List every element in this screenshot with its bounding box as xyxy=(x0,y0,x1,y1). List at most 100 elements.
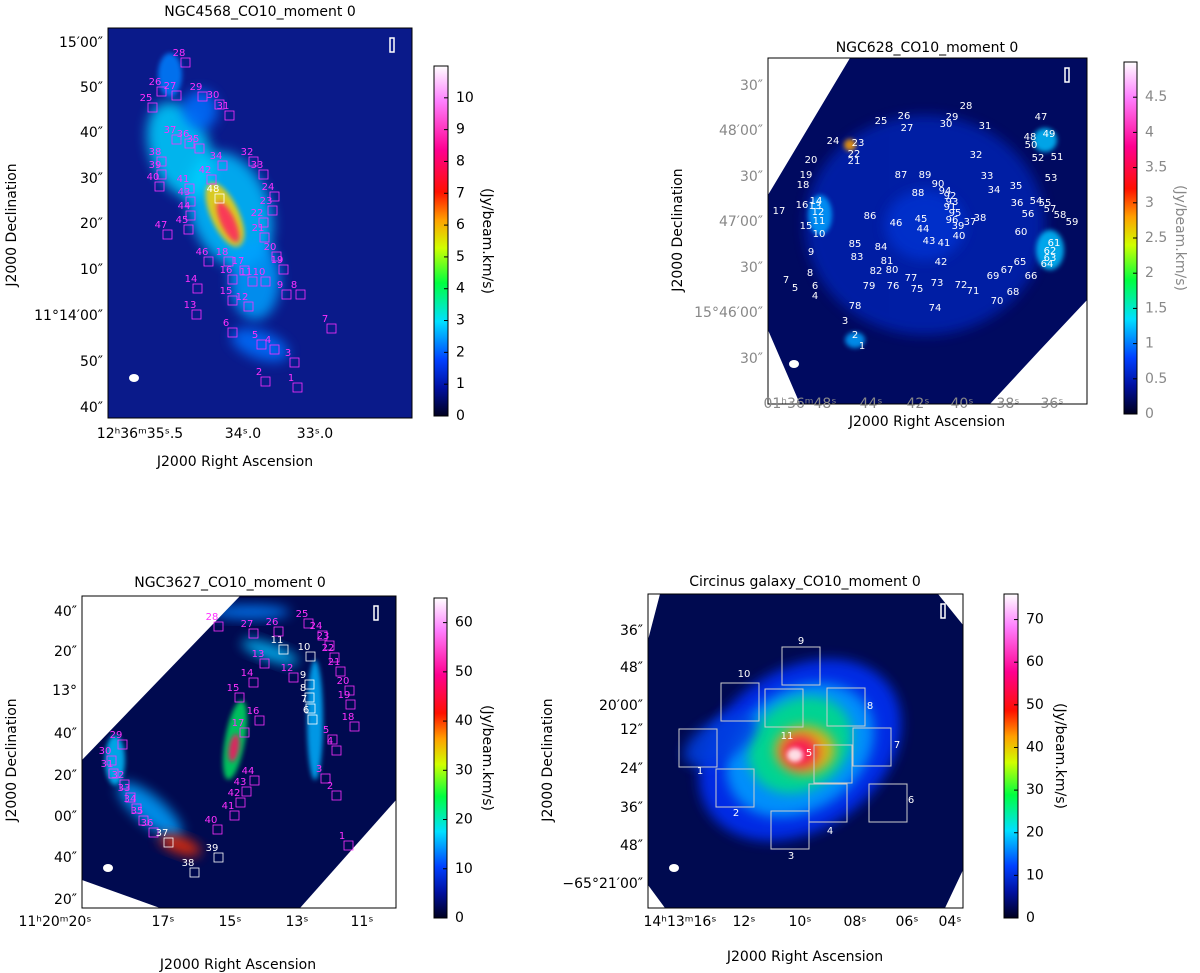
region-box xyxy=(327,734,338,745)
colorbar-tick-label: 7 xyxy=(456,185,465,201)
region-label: 60 xyxy=(1015,227,1028,238)
region-label: 95 xyxy=(949,208,962,219)
region-label: 63 xyxy=(1044,253,1057,264)
region-label: 46 xyxy=(196,247,209,258)
region-label: 27 xyxy=(241,619,254,630)
region-label: 24 xyxy=(310,621,323,632)
x-tick-label: 33ˢ.0 xyxy=(297,426,333,442)
x-tick-label: 40ˢ xyxy=(950,396,973,412)
region-label: 6 xyxy=(908,795,914,806)
region-label: 4 xyxy=(812,291,818,302)
region-label: 2 xyxy=(327,781,333,792)
region-label: 39 xyxy=(149,160,162,171)
region-label: 20 xyxy=(264,242,277,253)
y-tick-label: 36″ xyxy=(620,623,643,639)
region-label: 21 xyxy=(328,657,341,668)
y-tick-label: −65°21′00″ xyxy=(562,876,643,892)
region-box xyxy=(289,357,300,368)
x-tick-label: 44ˢ xyxy=(859,396,882,412)
emission xyxy=(231,328,289,362)
region-label: 32 xyxy=(241,147,254,158)
region-label: 36 xyxy=(177,129,190,140)
y-tick-label: 13° xyxy=(52,683,77,699)
region-label: 3 xyxy=(285,348,291,359)
region-box xyxy=(320,773,331,784)
x-tick-label: 11ˢ xyxy=(350,914,373,930)
region-label: 32 xyxy=(970,150,983,161)
region-label: 44 xyxy=(178,201,191,212)
colorbar-tick-label: 6 xyxy=(456,217,465,233)
region-label: 80 xyxy=(886,265,899,276)
region-label: 18 xyxy=(216,247,229,258)
region-box xyxy=(317,630,328,641)
region-label: 7 xyxy=(783,275,789,286)
region-label: 2 xyxy=(256,367,262,378)
region-label: 27 xyxy=(901,123,914,134)
region-label: 22 xyxy=(322,643,335,654)
region-label: 41 xyxy=(177,174,190,185)
x-tick-label: 10ˢ xyxy=(788,914,811,930)
region-box xyxy=(259,658,270,669)
region-label: 21 xyxy=(252,223,265,234)
region-label: 6 xyxy=(223,318,229,329)
region-label: 48 xyxy=(1024,132,1037,143)
region-box xyxy=(106,755,117,766)
region-label: 2 xyxy=(733,808,739,819)
region-box xyxy=(239,727,250,738)
region-label: 14 xyxy=(241,668,254,679)
region-label: 40 xyxy=(953,231,966,242)
region-label: 17 xyxy=(773,206,786,217)
region-label: 64 xyxy=(1041,259,1054,270)
y-tick-label: 47′00″ xyxy=(719,214,763,230)
region-box xyxy=(235,797,246,808)
region-box xyxy=(213,852,224,863)
y-tick-label: 30″ xyxy=(740,351,763,367)
region-label: 31 xyxy=(979,121,992,132)
region-label: 69 xyxy=(987,271,1000,282)
region-box xyxy=(781,646,821,686)
region-box xyxy=(288,672,299,683)
region-label: 25 xyxy=(875,116,888,127)
region-label: 34 xyxy=(210,151,223,162)
emission xyxy=(1036,230,1064,270)
map-frame xyxy=(767,57,1088,405)
region-label: 37 xyxy=(164,125,177,136)
region-label: 13 xyxy=(809,201,822,212)
region-box xyxy=(227,327,238,338)
region-label: 17 xyxy=(232,256,245,267)
region-box xyxy=(156,169,167,180)
region-label: 34 xyxy=(124,794,137,805)
y-tick-label: 12″ xyxy=(620,722,643,738)
colorbar-tick-label: 1.5 xyxy=(1145,300,1167,316)
region-label: 10 xyxy=(813,229,826,240)
map-frame xyxy=(107,27,413,419)
region-label: 26 xyxy=(266,617,279,628)
colorbar-tick-label: 2.5 xyxy=(1145,230,1167,246)
region-box xyxy=(171,90,182,101)
region-label: 28 xyxy=(173,48,186,59)
region-label: 41 xyxy=(222,801,235,812)
region-label: 4 xyxy=(265,335,271,346)
y-tick-label: 20″ xyxy=(54,892,77,908)
y-tick-label: 30″ xyxy=(740,78,763,94)
x-tick-label: 06ˢ xyxy=(895,914,918,930)
region-label: 9 xyxy=(277,280,283,291)
region-label: 30 xyxy=(940,119,953,130)
region-label: 87 xyxy=(895,170,908,181)
region-box xyxy=(184,138,195,149)
region-box xyxy=(162,229,173,240)
region-box xyxy=(203,256,214,267)
region-box xyxy=(295,289,306,300)
region-label: 53 xyxy=(1045,173,1058,184)
region-label: 52 xyxy=(1032,153,1045,164)
region-label: 10 xyxy=(738,669,751,680)
colorbar-tick-label: 2 xyxy=(1145,265,1154,281)
region-box xyxy=(344,685,355,696)
x-tick-label: 01ʰ36ᵐ48ˢ xyxy=(763,396,836,412)
emission xyxy=(159,834,201,856)
region-label: 8 xyxy=(300,683,306,694)
region-box xyxy=(119,779,130,790)
region-box xyxy=(292,382,303,393)
beam-bar xyxy=(1064,67,1070,83)
map xyxy=(768,58,1087,404)
